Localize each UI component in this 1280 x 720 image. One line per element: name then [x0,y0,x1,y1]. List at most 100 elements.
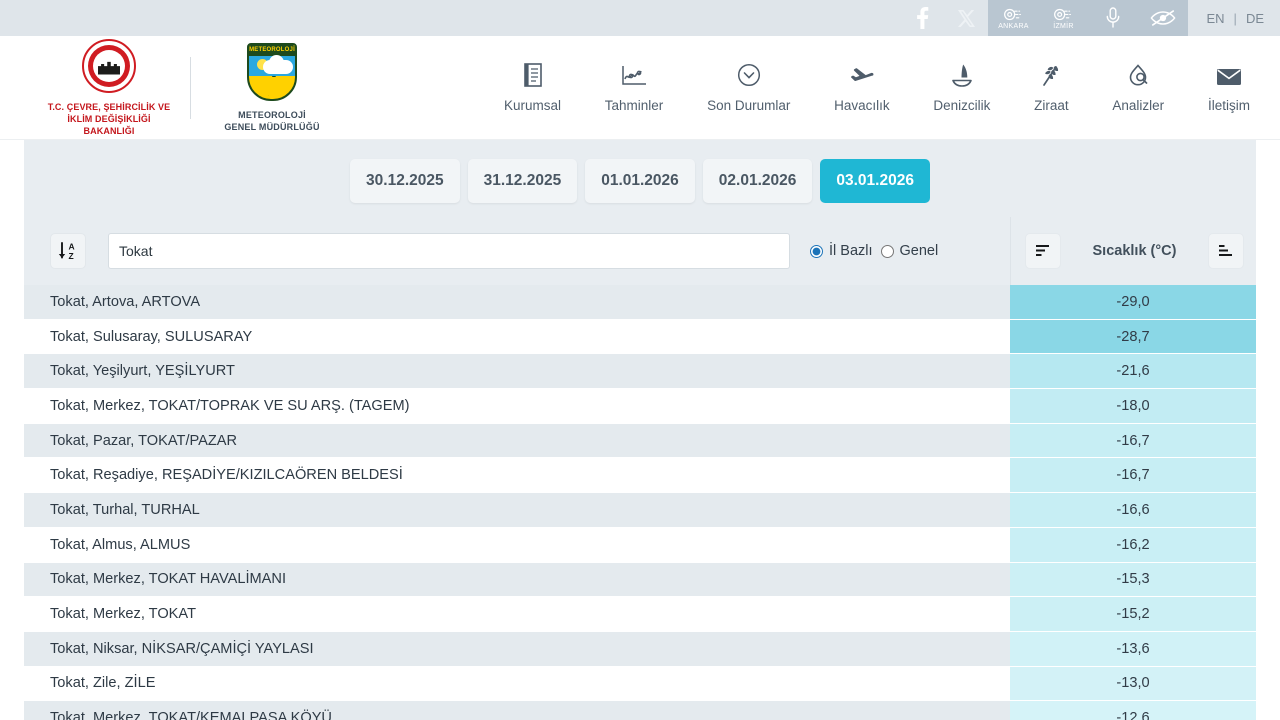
nav-item-kurumsal[interactable]: Kurumsal [500,62,565,113]
radio-genel[interactable]: Genel [880,243,939,259]
scope-radio-group: İl Bazlı Genel [810,243,938,259]
nav-label-son-durumlar: Son Durumlar [707,97,791,113]
nav-item-analizler[interactable]: Analizler [1108,63,1168,113]
temperature-value: -15,3 [1010,562,1256,597]
table-row[interactable]: Tokat, Artova, ARTOVA -29,0 [24,285,1256,320]
sort-ascending-icon[interactable] [1208,233,1244,269]
nav-item-ziraat[interactable]: Ziraat [1030,63,1073,113]
radio-il-bazli-input[interactable] [810,244,823,258]
city-webcams: ANKARA İZMİR [988,0,1189,36]
table-row[interactable]: Tokat, Yeşilyurt, YEŞİLYURT -21,6 [24,354,1256,390]
table-row[interactable]: Tokat, Reşadiye, REŞADİYE/KIZILCAÖREN BE… [24,458,1256,494]
filter-bar: A Z İl Bazlı Genel Sıcaklık (°C) [24,217,1256,285]
radio-il-bazli[interactable]: İl Bazlı [810,243,873,259]
ministry-caption-line2: İKLİM DEĞİŞİKLİĞİ BAKANLIĞI [67,113,151,136]
station-name: Tokat, Pazar, TOKAT/PAZAR [24,423,1010,458]
station-name: Tokat, Turhal, TURHAL [24,493,1010,527]
meteoroloji-shield-icon: METEOROLOJİ [247,42,297,101]
temperature-value: -18,0 [1010,389,1256,423]
top-utility-bar: ANKARA İZMİR EN | [0,0,1280,36]
station-name: Tokat, Sulusaray, SULUSARAY [24,319,1010,354]
met-caption-line2: GENEL MÜDÜRLÜĞÜ [224,121,320,132]
language-de[interactable]: DE [1245,10,1264,26]
station-name: Tokat, Zile, ZİLE [24,666,1010,701]
x-twitter-icon[interactable] [944,0,988,36]
table-row[interactable]: Tokat, Turhal, TURHAL -16,6 [24,493,1256,528]
station-name: Tokat, Almus, ALMUS [24,527,1010,562]
table-row[interactable]: Tokat, Pazar, TOKAT/PAZAR -16,7 [24,423,1256,459]
temperature-column-title: Sıcaklık (°C) [1092,243,1177,259]
meteoroloji-logo-caption: METEOROLOJİ GENEL MÜDÜRLÜĞÜ [224,109,319,133]
table-row[interactable]: Tokat, Sulusaray, SULUSARAY -28,7 [24,319,1256,355]
table-row[interactable]: Tokat, Merkez, TOKAT HAVALİMANI -15,3 [24,562,1256,598]
nav-label-denizcilik: Denizcilik [933,97,991,113]
date-tab-2[interactable]: 01.01.2026 [585,159,695,203]
search-input[interactable] [108,233,790,269]
station-name: Tokat, Merkez, TOKAT HAVALİMANI [24,562,1010,597]
city-webcam-izmir-label: İZMİR [1053,22,1074,30]
accessibility-eye-icon[interactable] [1138,0,1188,36]
radio-il-bazli-label[interactable]: İl Bazlı [829,243,873,259]
envelope-icon [1216,63,1242,87]
microphone-icon[interactable] [1088,0,1138,36]
date-tab-bar: 30.12.2025 31.12.2025 01.01.2026 02.01.2… [24,140,1256,217]
language-en[interactable]: EN [1206,10,1225,26]
table-row[interactable]: Tokat, Merkez, TOKAT -15,2 [24,597,1256,632]
date-tab-4[interactable]: 03.01.2026 [820,159,930,203]
facebook-icon[interactable] [900,0,944,36]
table-row[interactable]: Tokat, Merkez, TOKAT/TOPRAK VE SU ARŞ. (… [24,389,1256,424]
svg-text:Z: Z [69,251,74,261]
nav-label-kurumsal: Kurumsal [504,97,562,113]
ministry-logo-caption: T.C. ÇEVRE, ŞEHİRCİLİK VE İKLİM DEĞİŞİKL… [44,101,174,137]
city-webcam-izmir[interactable]: İZMİR [1038,0,1088,36]
temperature-value: -13,0 [1010,666,1256,701]
logo-group: ★ T.C. ÇEVRE, ŞEHİRCİLİK VE İKLİM DEĞİŞİ… [0,38,337,137]
temperature-value: -16,6 [1010,493,1256,527]
nav-label-tahminler: Tahminler [604,97,664,113]
table-row[interactable]: Tokat, Merkez, TOKAT/KEMALPAŞA KÖYÜ -12,… [24,701,1256,720]
station-temperature-table: Tokat, Artova, ARTOVA -29,0 Tokat, Sulus… [24,285,1256,720]
sailboat-icon [951,63,973,87]
nav-label-ziraat: Ziraat [1034,97,1069,113]
radio-genel-input[interactable] [880,244,894,258]
date-tab-3[interactable]: 02.01.2026 [702,159,813,203]
meteoroloji-badge-text: METEOROLOJİ [249,44,295,56]
city-webcam-ankara-label: ANKARA [998,22,1029,30]
table-row[interactable]: Tokat, Almus, ALMUS -16,2 [24,527,1256,563]
temperature-value: -16,2 [1010,527,1256,562]
ministry-logo[interactable]: ★ T.C. ÇEVRE, ŞEHİRCİLİK VE İKLİM DEĞİŞİ… [44,38,174,137]
sort-descending-icon[interactable] [1025,233,1061,269]
magnifier-drop-icon [1126,63,1150,87]
nav-item-tahminler[interactable]: Tahminler [601,63,668,113]
table-row[interactable]: Tokat, Zile, ZİLE -13,0 [24,666,1256,702]
nav-label-havacilik: Havacılık [834,97,890,113]
temperature-value: -16,7 [1010,423,1256,458]
station-name: Tokat, Reşadiye, REŞADİYE/KIZILCAÖREN BE… [24,458,1010,493]
language-switcher: EN | DE [1188,0,1280,36]
temperature-value: -15,2 [1010,597,1256,631]
nav-item-havacilik[interactable]: Havacılık [830,63,894,113]
temperature-value: -16,7 [1010,458,1256,493]
search-field-wrapper [108,233,790,269]
date-tab-1[interactable]: 31.12.2025 [467,159,578,203]
chart-line-icon [621,63,647,87]
site-header: ★ T.C. ÇEVRE, ŞEHİRCİLİK VE İKLİM DEĞİŞİ… [0,36,1280,140]
station-name: Tokat, Niksar, NİKSAR/ÇAMİÇİ YAYLASI [24,631,1010,666]
meteoroloji-logo[interactable]: METEOROLOJİ METEOROLOJİ GENEL MÜDÜRLÜĞÜ [207,42,337,133]
temperature-value: -29,0 [1010,285,1256,319]
sort-alpha-icon[interactable]: A Z [50,233,86,269]
ministry-seal-icon: ★ [82,38,136,93]
date-tab-0[interactable]: 30.12.2025 [350,159,460,203]
logo-divider [190,56,191,119]
temperature-value: -21,6 [1010,354,1256,389]
svg-text:A: A [69,242,75,252]
table-row[interactable]: Tokat, Niksar, NİKSAR/ÇAMİÇİ YAYLASI -13… [24,631,1256,667]
city-webcam-ankara[interactable]: ANKARA [988,0,1038,36]
station-name: Tokat, Yeşilyurt, YEŞİLYURT [24,354,1010,389]
airplane-icon [849,63,875,87]
nav-item-iletisim[interactable]: İletişim [1204,63,1254,113]
nav-item-son-durumlar[interactable]: Son Durumlar [703,63,794,113]
ministry-caption-line1: T.C. ÇEVRE, ŞEHİRCİLİK VE [47,101,171,112]
nav-item-denizcilik[interactable]: Denizcilik [929,63,994,113]
radio-genel-label[interactable]: Genel [899,243,939,259]
